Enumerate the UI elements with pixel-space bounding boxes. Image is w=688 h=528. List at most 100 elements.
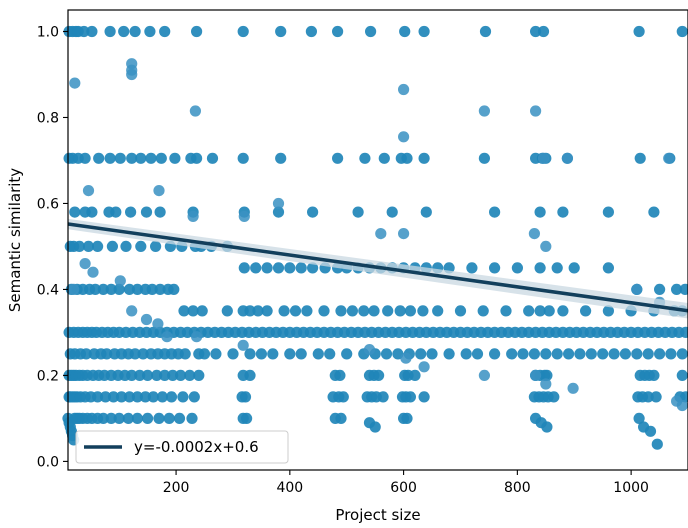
scatter-point [567, 382, 579, 394]
scatter-point [602, 305, 615, 317]
scatter-point [206, 152, 219, 164]
scatter-point [154, 206, 166, 218]
scatter-point [386, 206, 398, 218]
scatter-point [375, 228, 387, 240]
scatter-point [650, 391, 662, 403]
scatter-point [420, 206, 432, 218]
y-tick-label: 1.0 [37, 24, 59, 40]
scatter-point [368, 305, 380, 317]
scatter-point [530, 369, 542, 381]
scatter-point [418, 25, 430, 38]
scatter-point [250, 262, 262, 274]
y-tick-label: 0.2 [37, 368, 59, 384]
scatter-point [241, 412, 253, 424]
scatter-point [238, 262, 250, 274]
legend-box [75, 430, 289, 464]
scatter-point [86, 25, 98, 38]
scatter-point [126, 305, 138, 317]
scatter-point [79, 258, 91, 270]
scatter-point [312, 348, 324, 360]
scatter-point [114, 152, 126, 164]
scatter-point [227, 348, 239, 360]
scatter-point [358, 305, 370, 317]
scatter-point [324, 348, 336, 360]
scatter-point [118, 25, 130, 38]
scatter-point [307, 206, 319, 218]
scatter-point [68, 283, 80, 295]
scatter-point [146, 283, 158, 295]
scatter-point [187, 210, 199, 222]
scatter-point [530, 25, 542, 38]
scatter-point [169, 152, 181, 164]
scatter-point [404, 305, 416, 317]
scatter-point [404, 391, 416, 403]
scatter-point [602, 206, 615, 218]
scatter-point [369, 421, 381, 433]
scatter-point [92, 240, 104, 252]
scatter-point [301, 305, 313, 317]
scatter-point [126, 152, 138, 164]
scatter-point [79, 152, 91, 164]
scatter-point [193, 369, 205, 381]
scatter-point [534, 206, 546, 218]
scatter-point [131, 412, 143, 424]
scatter-point [87, 266, 99, 278]
scatter-point [523, 305, 535, 317]
scatter-point [173, 412, 186, 424]
scatter-point [272, 197, 285, 210]
scatter-point [252, 305, 264, 317]
scatter-point [175, 369, 187, 381]
scatter-point [334, 369, 346, 381]
scatter-point [418, 391, 430, 403]
scatter-point [373, 369, 385, 381]
x-tick-label: 200 [163, 480, 190, 496]
scatter-point [151, 369, 163, 381]
scatter-point [460, 348, 472, 360]
scatter-point [602, 262, 615, 274]
scatter-point [140, 313, 153, 326]
scatter-point [261, 305, 273, 317]
scatter-point [82, 185, 95, 197]
scatter-point [500, 305, 512, 317]
legend-label: y=-0.0002x+0.6 [134, 438, 259, 456]
scatter-point [335, 412, 347, 424]
scatter-point [648, 206, 660, 218]
scatter-point [69, 206, 81, 218]
scatter-point [198, 348, 211, 360]
scatter-point [104, 25, 116, 38]
scatter-point [163, 412, 175, 424]
x-tick-label: 400 [276, 480, 303, 496]
scatter-point [409, 369, 421, 381]
scatter-point [137, 348, 149, 360]
scatter-point [478, 369, 490, 381]
scatter-point [153, 412, 165, 424]
scatter-point [548, 391, 560, 403]
y-tick-label: 0.4 [37, 282, 59, 298]
scatter-point [69, 77, 81, 89]
y-axis-label: Semantic similarity [6, 168, 24, 312]
scatter-point [275, 152, 287, 164]
scatter-point [239, 391, 252, 403]
scatter-point [365, 25, 377, 38]
scatter-point [188, 391, 200, 403]
scatter-point [540, 348, 552, 360]
scatter-point [417, 305, 429, 317]
scatter-point [574, 348, 586, 360]
legend: y=-0.0002x+0.6 [75, 430, 289, 464]
scatter-point [278, 305, 290, 317]
scatter-point [123, 283, 135, 295]
scatter-point [80, 348, 92, 360]
scatter-point [517, 348, 529, 360]
scatter-point [244, 348, 256, 360]
scatter-point [665, 348, 677, 360]
scatter-point [115, 391, 128, 403]
trend-line [67, 222, 688, 313]
scatter-point [167, 369, 179, 381]
scatter-point [145, 152, 157, 164]
scatter-point [107, 391, 120, 403]
x-tick-label: 1000 [613, 480, 649, 496]
scatter-point [680, 391, 688, 403]
scatter-point [471, 348, 484, 360]
scatter-point [238, 210, 250, 222]
x-axis-label: Project size [335, 506, 420, 524]
